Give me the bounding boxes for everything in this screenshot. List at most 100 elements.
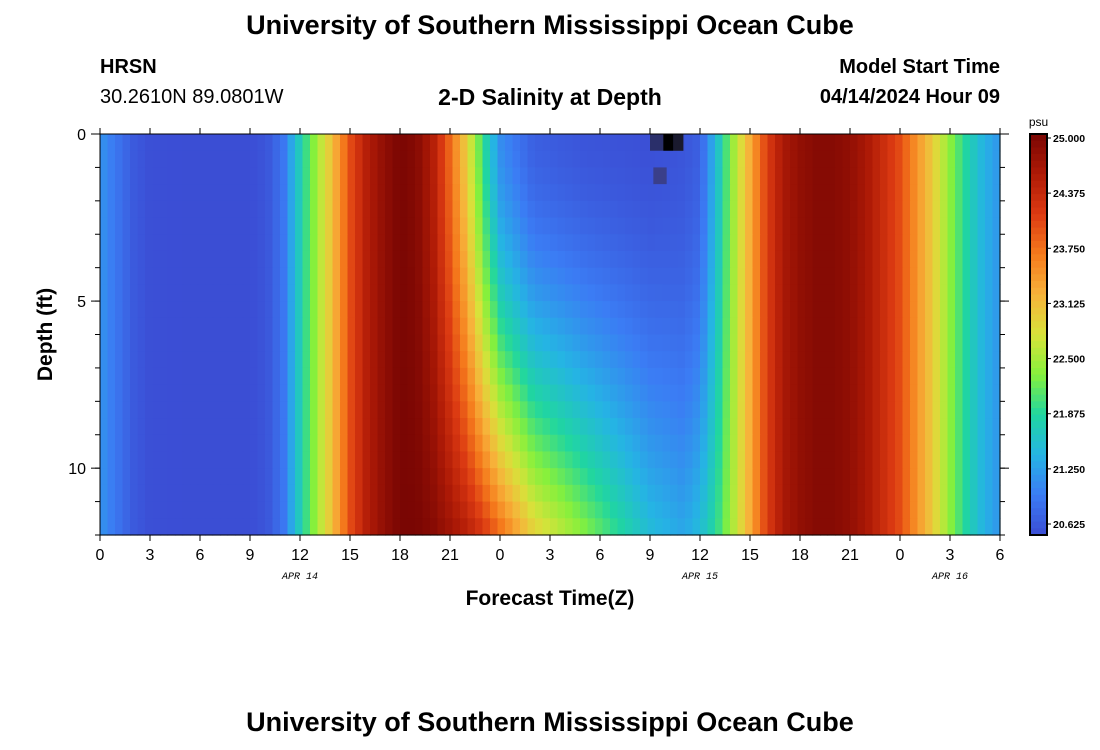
heatmap-cell <box>775 451 784 469</box>
heatmap-cell <box>857 317 866 336</box>
heatmap-cell <box>497 501 506 519</box>
heatmap-cell <box>100 250 109 269</box>
heatmap-cell <box>977 250 986 269</box>
heatmap-cell <box>317 434 326 453</box>
heatmap-cell <box>122 217 131 235</box>
heatmap-cell <box>550 167 559 185</box>
heatmap-cell <box>610 217 619 235</box>
heatmap-cell <box>857 401 866 419</box>
heatmap-cell <box>520 200 529 219</box>
heatmap-cell <box>550 284 559 302</box>
heatmap-cell <box>655 401 664 419</box>
heatmap-cell <box>940 217 949 235</box>
heatmap-cell <box>910 468 919 486</box>
heatmap-cell <box>760 200 769 219</box>
heatmap-cell <box>985 134 994 152</box>
heatmap-cell <box>572 367 581 386</box>
heatmap-cell <box>850 501 859 519</box>
heatmap-cell <box>235 501 244 519</box>
heatmap-cell <box>460 250 469 269</box>
heatmap-cell <box>970 401 979 419</box>
heatmap-cell <box>490 267 499 285</box>
heatmap-cell <box>527 184 536 202</box>
heatmap-cell <box>392 468 401 486</box>
heatmap-cell <box>685 367 694 386</box>
heatmap-cell <box>437 250 446 269</box>
heatmap-cell <box>955 150 964 169</box>
heatmap-cell <box>745 334 754 352</box>
heatmap-cell <box>565 317 574 336</box>
heatmap-cell <box>175 301 184 319</box>
heatmap-cell <box>880 250 889 269</box>
heatmap-cell <box>107 167 116 185</box>
heatmap-cell <box>535 217 544 235</box>
heatmap-cell <box>512 451 521 469</box>
heatmap-cell <box>662 501 671 519</box>
heatmap-cell <box>257 217 266 235</box>
heatmap-cell <box>467 167 476 185</box>
heatmap-cell <box>730 167 739 185</box>
heatmap-cell <box>317 167 326 185</box>
heatmap-cell <box>722 401 731 419</box>
heatmap-cell <box>100 468 109 486</box>
heatmap-cell <box>647 284 656 302</box>
heatmap-cell <box>760 217 769 235</box>
heatmap-cell <box>175 418 184 436</box>
heatmap-cell <box>392 367 401 386</box>
heatmap-cell <box>782 134 791 152</box>
heatmap-cell <box>310 518 319 536</box>
heatmap-cell <box>977 234 986 252</box>
heatmap-cell <box>227 351 236 369</box>
heatmap-cell <box>437 401 446 419</box>
heatmap-cell <box>985 334 994 352</box>
heatmap-cell <box>925 484 934 503</box>
heatmap-cell <box>460 301 469 319</box>
heatmap-cell <box>377 317 386 336</box>
heatmap-cell <box>430 200 439 219</box>
heatmap-cell <box>722 167 731 185</box>
heatmap-cell <box>692 468 701 486</box>
heatmap-cell <box>182 150 191 169</box>
colorbar-swatch <box>1030 387 1047 396</box>
heatmap-cell <box>767 434 776 453</box>
heatmap-cell <box>542 418 551 436</box>
heatmap-cell <box>677 518 686 536</box>
heatmap-cell <box>190 184 199 202</box>
heatmap-cell <box>812 317 821 336</box>
heatmap-cell <box>775 267 784 285</box>
heatmap-cell <box>872 234 881 252</box>
heatmap-cell <box>985 518 994 536</box>
heatmap-cell <box>145 484 154 503</box>
heatmap-cell <box>107 284 116 302</box>
heatmap-cell <box>505 434 514 453</box>
heatmap-cell <box>782 468 791 486</box>
heatmap-cell <box>775 367 784 386</box>
heatmap-cell <box>707 301 716 319</box>
heatmap-cell <box>505 367 514 386</box>
heatmap-cell <box>992 334 1001 352</box>
heatmap-cell <box>280 367 289 386</box>
heatmap-cell <box>227 384 236 402</box>
heatmap-cell <box>145 418 154 436</box>
heatmap-cell <box>452 184 461 202</box>
heatmap-cell <box>182 351 191 369</box>
heatmap-cell <box>760 134 769 152</box>
heatmap-cell <box>767 518 776 536</box>
colorbar-tick-label: 22.500 <box>1053 354 1085 366</box>
heatmap-cell <box>760 234 769 252</box>
heatmap-cell <box>242 501 251 519</box>
heatmap-cell <box>662 150 671 169</box>
heatmap-cell <box>205 217 214 235</box>
heatmap-cell <box>947 134 956 152</box>
heatmap-cell <box>520 501 529 519</box>
heatmap-cell <box>302 518 311 536</box>
heatmap-cell <box>992 284 1001 302</box>
heatmap-cell <box>895 284 904 302</box>
colorbar-swatch <box>1030 367 1047 376</box>
heatmap-cell <box>685 284 694 302</box>
heatmap-cell <box>737 367 746 386</box>
heatmap-cell <box>497 418 506 436</box>
heatmap-cell <box>227 317 236 336</box>
heatmap-cell <box>542 384 551 402</box>
heatmap-cell <box>542 317 551 336</box>
